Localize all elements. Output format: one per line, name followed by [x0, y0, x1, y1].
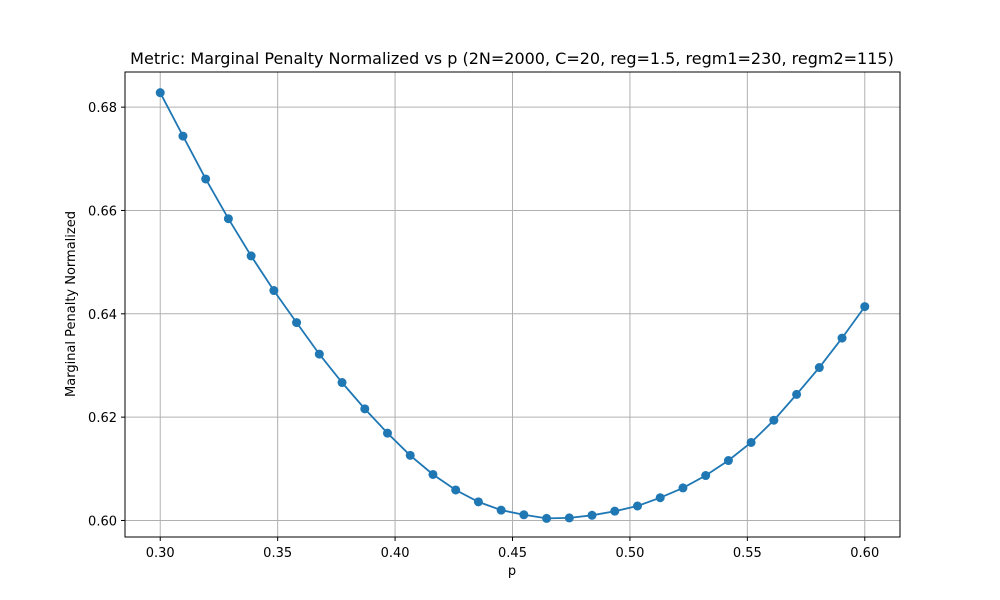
y-tick-label: 0.62	[88, 411, 117, 426]
data-point	[496, 505, 506, 515]
data-point	[678, 483, 688, 493]
data-point	[655, 493, 665, 503]
data-point	[246, 251, 256, 261]
y-tick-label: 0.60	[88, 514, 117, 529]
data-point	[769, 415, 779, 425]
y-axis-label: Marginal Penalty Normalized	[64, 211, 79, 397]
x-tick-label: 0.40	[381, 546, 410, 561]
data-point	[337, 378, 347, 388]
x-axis-label: p	[508, 564, 516, 579]
y-tick-label: 0.66	[88, 204, 117, 219]
data-point	[428, 469, 438, 479]
data-point	[723, 456, 733, 466]
series-line	[159, 92, 866, 520]
data-point	[360, 404, 370, 414]
x-tick-label: 0.55	[733, 546, 762, 561]
data-point	[382, 428, 392, 438]
x-tick-label: 0.60	[850, 546, 879, 561]
data-point	[633, 501, 643, 511]
chart-title: Metric: Marginal Penalty Normalized vs p…	[130, 49, 894, 68]
x-tick-label: 0.45	[498, 546, 527, 561]
data-point	[542, 513, 552, 523]
data-point	[223, 214, 233, 224]
data-point	[451, 485, 461, 495]
y-tick-label: 0.68	[88, 101, 117, 116]
series-line-layer	[159, 92, 866, 520]
x-axis-ticks: 0.30 0.35 0.40 0.45 0.50 0.55 0.60	[146, 537, 879, 561]
y-axis-ticks: 0.60 0.62 0.64 0.66 0.68	[88, 101, 125, 529]
data-point	[837, 333, 847, 343]
data-point	[473, 497, 483, 507]
data-point	[814, 363, 824, 373]
data-point	[178, 131, 188, 141]
data-point	[860, 302, 870, 312]
data-point	[587, 510, 597, 520]
grid	[125, 72, 900, 537]
data-point	[519, 510, 529, 520]
data-point	[314, 349, 324, 359]
data-point	[269, 286, 279, 296]
x-tick-label: 0.30	[146, 546, 175, 561]
data-point	[292, 318, 302, 328]
x-tick-label: 0.35	[263, 546, 292, 561]
x-tick-label: 0.50	[615, 546, 644, 561]
data-point	[201, 174, 211, 184]
y-tick-label: 0.64	[88, 308, 117, 323]
data-point	[701, 471, 711, 481]
data-point	[792, 389, 802, 399]
data-points	[155, 88, 870, 523]
data-point	[405, 450, 415, 460]
data-point	[564, 513, 574, 523]
data-point	[155, 88, 165, 98]
data-point	[610, 506, 620, 516]
data-point	[746, 437, 756, 447]
